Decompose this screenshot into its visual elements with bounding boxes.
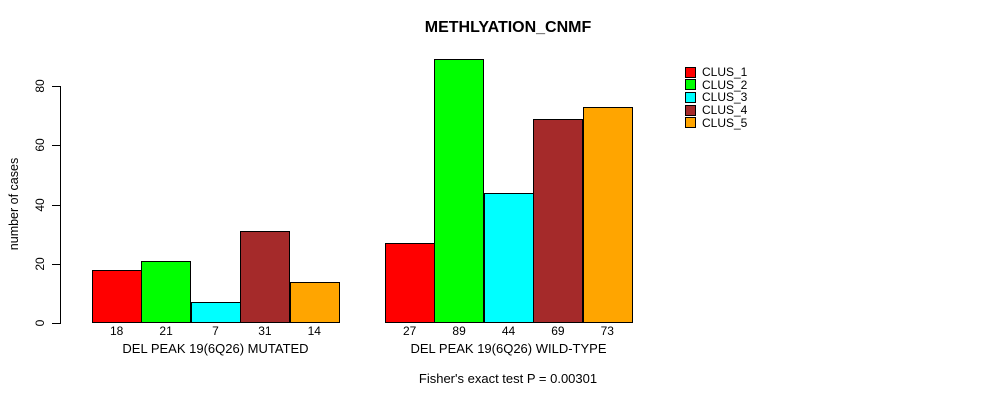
- y-axis-tick-label: 20: [33, 257, 47, 271]
- legend-swatch-clus_5: [685, 117, 696, 129]
- fisher-test-annotation: Fisher's exact test P = 0.00301: [418, 371, 598, 386]
- bar-clus_2-group2: [434, 59, 484, 323]
- y-axis-tick-label: 40: [33, 198, 47, 212]
- y-axis-tick-label: 0: [33, 319, 47, 327]
- bar-value-label: 89: [452, 324, 466, 338]
- y-axis-label: number of cases: [7, 157, 21, 251]
- bar-value-label: 21: [159, 324, 173, 338]
- group-label: DEL PEAK 19(6Q26) MUTATED: [122, 341, 309, 356]
- y-axis-tick: [52, 145, 60, 146]
- chart-title: METHLYATION_CNMF: [424, 19, 592, 36]
- legend-swatch-clus_4: [685, 104, 696, 116]
- y-axis-tick: [52, 86, 60, 87]
- bar-value-label: 7: [212, 324, 219, 338]
- bar-clus_4-group1: [240, 231, 290, 323]
- bar-value-label: 14: [307, 324, 321, 338]
- bar-value-label: 69: [551, 324, 565, 338]
- bar-clus_1-group1: [92, 270, 142, 323]
- legend-item-clus_4: CLUS_4: [685, 104, 747, 116]
- legend-swatch-clus_3: [685, 91, 696, 103]
- legend-label: CLUS_1: [702, 65, 748, 79]
- legend-item-clus_5: CLUS_5: [685, 117, 747, 129]
- bar-value-label: 31: [258, 324, 272, 338]
- legend-swatch-clus_1: [685, 66, 696, 78]
- y-axis-line: [60, 86, 61, 324]
- bar-clus_3-group2: [484, 193, 534, 323]
- y-axis-tick-label: 60: [33, 138, 47, 152]
- bar-clus_5-group2: [583, 107, 633, 323]
- legend-label: CLUS_5: [702, 115, 748, 130]
- bar-clus_2-group1: [141, 261, 191, 323]
- legend-item-clus_3: CLUS_3: [685, 91, 747, 103]
- y-axis-tick-label: 80: [33, 79, 47, 93]
- bar-clus_5-group1: [290, 282, 340, 323]
- legend-swatch-clus_2: [685, 79, 696, 91]
- y-axis-tick: [52, 264, 60, 265]
- legend-label: CLUS_2: [702, 77, 748, 92]
- y-axis-tick: [52, 323, 60, 324]
- bar-value-label: 73: [600, 324, 614, 338]
- bar-value-label: 27: [403, 324, 417, 338]
- bar-value-label: 44: [501, 324, 516, 338]
- legend-label: CLUS_3: [702, 90, 748, 105]
- bar-clus_1-group2: [385, 243, 435, 323]
- legend-item-clus_2: CLUS_2: [685, 79, 747, 91]
- bar-clus_3-group1: [191, 302, 241, 323]
- y-axis-tick: [52, 205, 60, 206]
- bar-value-label: 18: [110, 324, 124, 338]
- group-label: DEL PEAK 19(6Q26) WILD-TYPE: [410, 341, 607, 356]
- bar-clus_4-group2: [533, 119, 583, 323]
- legend-label: CLUS_4: [702, 103, 748, 118]
- legend-item-clus_1: CLUS_1: [685, 66, 747, 78]
